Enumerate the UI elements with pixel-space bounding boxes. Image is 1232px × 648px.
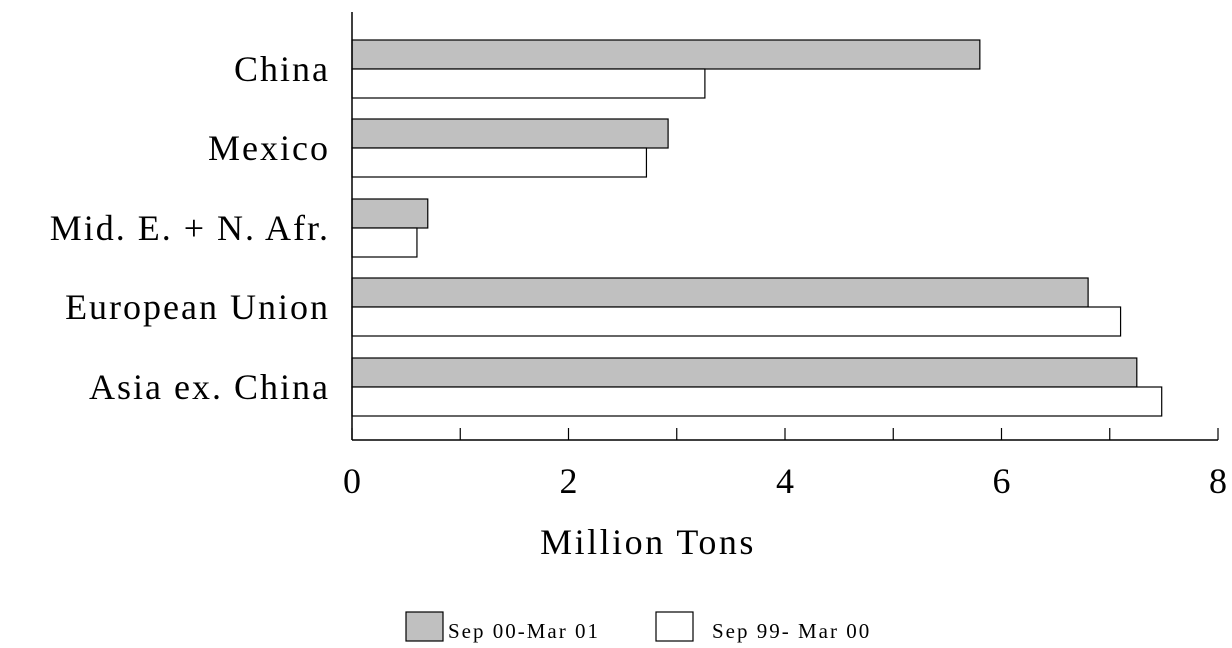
bars-layer [351, 39, 1163, 417]
bar-sep00-mar01-1 [351, 118, 669, 149]
category-label: Asia ex. China [89, 367, 330, 407]
x-tick-label: 0 [343, 461, 361, 501]
legend-swatch-sep99-mar00 [655, 611, 694, 642]
x-axis-title: Million Tons [540, 522, 756, 562]
axes: China Mexico Mid. E. + N. Afr. European Uni… [50, 12, 1227, 562]
legend-swatch-sep00-mar01 [405, 611, 444, 642]
bar-sep99-mar00-0 [351, 68, 706, 99]
bar-sep99-mar00-4 [351, 386, 1163, 417]
x-tick-label: 8 [1209, 461, 1227, 501]
x-tick-label: 6 [993, 461, 1011, 501]
category-label: Mid. E. + N. Afr. [50, 208, 330, 248]
bar-sep99-mar00-2 [351, 227, 418, 258]
category-label: Mexico [208, 128, 330, 168]
legend-label: Sep 00-Mar 01 [448, 619, 600, 643]
legend: Sep 00-Mar 01 Sep 99- Mar 00 [405, 611, 871, 643]
bar-sep00-mar01-4 [351, 357, 1138, 388]
x-tick-label: 2 [560, 461, 578, 501]
x-tick-label: 4 [776, 461, 794, 501]
category-label: European Union [65, 287, 330, 327]
bar-sep99-mar00-1 [351, 147, 648, 178]
bar-sep00-mar01-3 [351, 277, 1089, 308]
bar-sep99-mar00-3 [351, 306, 1122, 337]
category-label: China [234, 49, 330, 89]
bar-sep00-mar01-0 [351, 39, 981, 70]
legend-label: Sep 99- Mar 00 [712, 619, 871, 643]
bar-sep00-mar01-2 [351, 198, 429, 229]
